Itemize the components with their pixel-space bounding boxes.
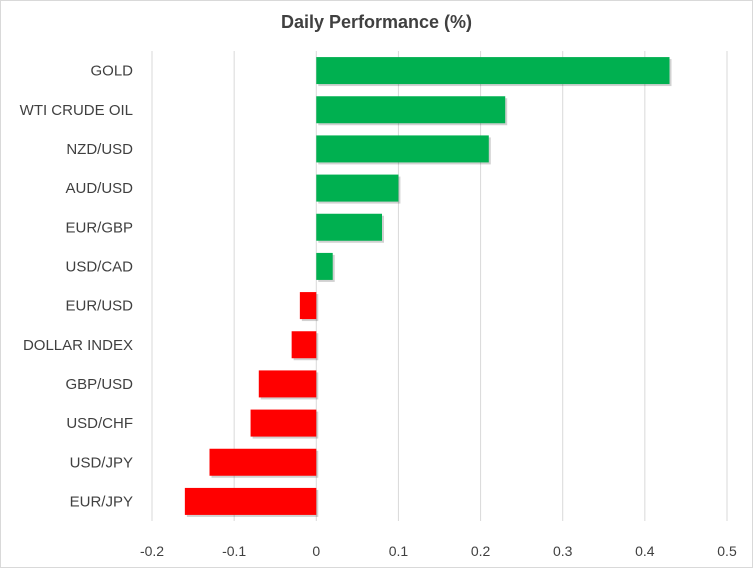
category-label: EUR/USD xyxy=(65,298,133,315)
x-tick-label: 0.2 xyxy=(471,543,491,559)
category-label: EUR/GBP xyxy=(65,219,133,236)
category-label: GOLD xyxy=(90,63,133,80)
bar xyxy=(316,174,399,202)
bar xyxy=(316,135,489,163)
x-tick-label: -0.1 xyxy=(222,543,246,559)
x-tick-label: -0.2 xyxy=(140,543,164,559)
bar xyxy=(184,487,317,515)
bar xyxy=(316,213,382,241)
bar xyxy=(299,292,317,320)
x-tick-label: 0 xyxy=(312,543,320,559)
category-label: AUD/USD xyxy=(65,180,133,197)
bar xyxy=(316,57,670,85)
x-tick-label: 0.5 xyxy=(717,543,737,559)
bar xyxy=(258,370,317,398)
category-label: USD/CAD xyxy=(65,258,133,275)
category-label: USD/CHF xyxy=(66,415,133,432)
bar xyxy=(316,252,333,280)
chart-title: Daily Performance (%) xyxy=(280,12,473,32)
category-label: GBP/USD xyxy=(65,376,133,393)
category-label: WTI CRUDE OIL xyxy=(20,102,133,119)
bar xyxy=(291,331,317,359)
x-tick-label: 0.3 xyxy=(553,543,573,559)
category-label: DOLLAR INDEX xyxy=(23,337,133,354)
bar xyxy=(250,409,317,437)
category-label: EUR/JPY xyxy=(70,493,133,510)
x-tick-label: 0.4 xyxy=(635,543,655,559)
bar xyxy=(209,448,317,476)
bar xyxy=(316,96,506,124)
category-label: NZD/USD xyxy=(66,141,133,158)
category-label: USD/JPY xyxy=(70,454,133,471)
x-tick-label: 0.1 xyxy=(389,543,409,559)
